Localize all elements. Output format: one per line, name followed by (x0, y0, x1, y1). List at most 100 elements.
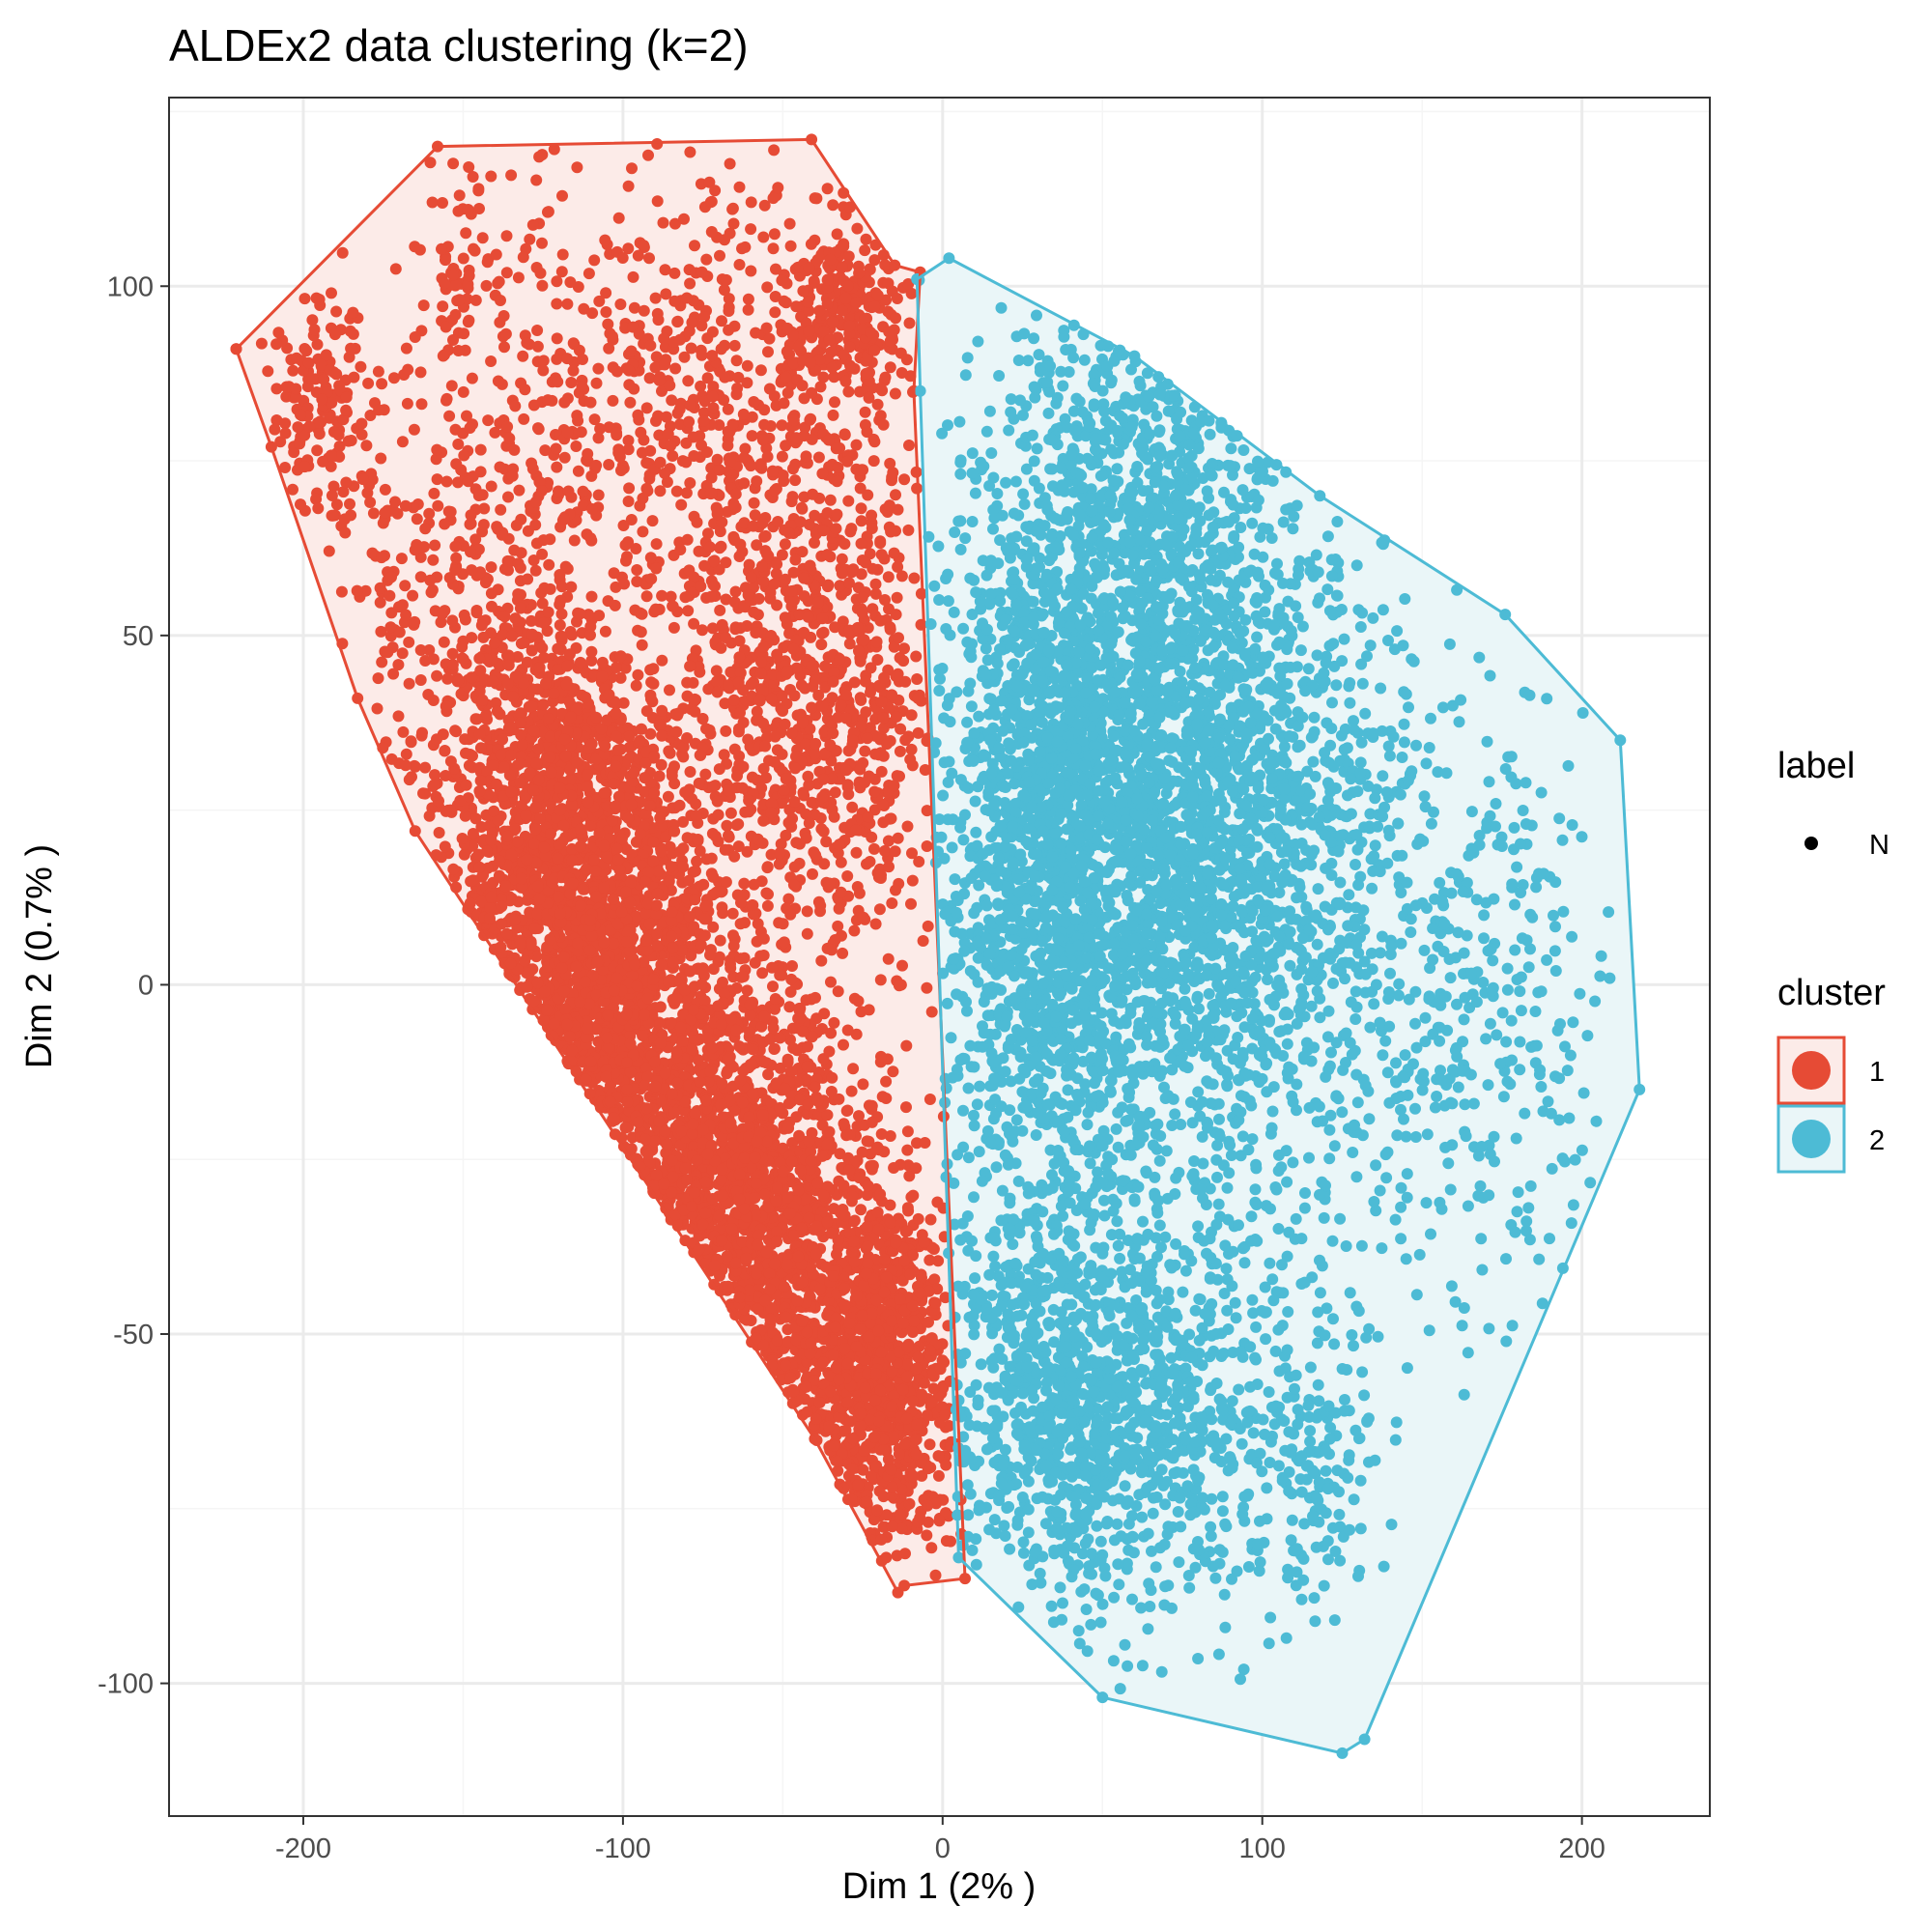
data-point (875, 1346, 888, 1358)
data-point (704, 1065, 717, 1078)
data-point (598, 936, 611, 949)
data-point (821, 1216, 834, 1229)
data-point (691, 1154, 703, 1167)
data-point (904, 1268, 917, 1281)
data-point (624, 1037, 637, 1050)
data-point (566, 877, 579, 890)
data-point (639, 772, 651, 784)
data-point (846, 1433, 859, 1445)
data-point (781, 1056, 794, 1068)
data-point (632, 1116, 644, 1128)
data-point (679, 983, 691, 996)
data-point (598, 881, 610, 894)
data-point (894, 1508, 906, 1520)
data-point (717, 907, 729, 920)
data-point (877, 1443, 890, 1456)
data-point (859, 1381, 871, 1394)
data-point (699, 900, 712, 912)
data-point (886, 1315, 897, 1327)
data-point (537, 616, 550, 629)
data-point (886, 1481, 898, 1493)
data-point (846, 1190, 859, 1203)
data-point (500, 927, 513, 940)
data-point (602, 1009, 614, 1021)
data-point (792, 1184, 805, 1197)
data-point (601, 1032, 613, 1044)
data-point (886, 1520, 898, 1533)
data-point (738, 952, 751, 964)
data-point (520, 810, 532, 822)
data-point (764, 1033, 777, 1045)
data-point (779, 1082, 791, 1094)
data-point (686, 1043, 698, 1056)
data-point (647, 855, 660, 867)
data-point (641, 1148, 654, 1160)
data-point (537, 698, 550, 711)
data-point (872, 1415, 885, 1428)
data-point (714, 934, 726, 947)
data-point (810, 1248, 823, 1261)
data-point (767, 1022, 780, 1035)
data-point (831, 1248, 842, 1261)
data-point (725, 1223, 738, 1236)
data-point (783, 1208, 796, 1220)
data-point (681, 1174, 693, 1186)
data-point (734, 1074, 747, 1087)
data-point (639, 1133, 651, 1146)
data-point (851, 1290, 863, 1302)
data-point (882, 1453, 895, 1465)
data-point (910, 1162, 923, 1175)
data-point (890, 1236, 902, 1249)
data-point (620, 936, 633, 948)
data-point (823, 1420, 836, 1433)
data-point (643, 918, 656, 930)
data-point (544, 751, 556, 763)
data-point (588, 854, 600, 866)
data-point (924, 1213, 937, 1226)
data-point (738, 1151, 751, 1164)
data-point (467, 828, 479, 839)
data-point (670, 1046, 683, 1059)
data-point (566, 1044, 579, 1057)
data-point (923, 1254, 936, 1266)
data-point (564, 888, 577, 900)
data-point (805, 1154, 817, 1167)
data-point (932, 1450, 945, 1463)
data-point (659, 1067, 671, 1080)
data-point (504, 957, 517, 970)
data-point (755, 1020, 768, 1033)
data-point (629, 958, 641, 971)
data-point (880, 1075, 893, 1088)
data-point (614, 671, 627, 684)
data-point (469, 812, 482, 825)
data-point (802, 1040, 813, 1053)
data-point (639, 875, 651, 888)
data-point (655, 958, 668, 971)
data-point (796, 1276, 809, 1289)
data-point (884, 1199, 896, 1211)
data-point (664, 684, 675, 696)
data-point (756, 1109, 769, 1121)
data-point (832, 985, 844, 998)
data-point (531, 880, 544, 893)
data-point (598, 787, 611, 799)
data-point (541, 1004, 554, 1016)
data-point (809, 1081, 821, 1094)
data-point (912, 1516, 923, 1528)
data-point (901, 1225, 914, 1237)
data-point (856, 1146, 868, 1158)
data-point (496, 918, 507, 930)
data-point (907, 1189, 920, 1202)
data-point (841, 1396, 854, 1408)
data-point (857, 1078, 869, 1091)
data-point (529, 823, 542, 836)
data-point (525, 937, 537, 950)
data-point (730, 1024, 743, 1037)
data-point (894, 1293, 906, 1305)
data-point (575, 823, 587, 836)
data-point (621, 1096, 634, 1108)
data-point (607, 893, 619, 905)
data-point (784, 1372, 797, 1384)
data-point (681, 832, 694, 844)
data-point (444, 755, 457, 768)
